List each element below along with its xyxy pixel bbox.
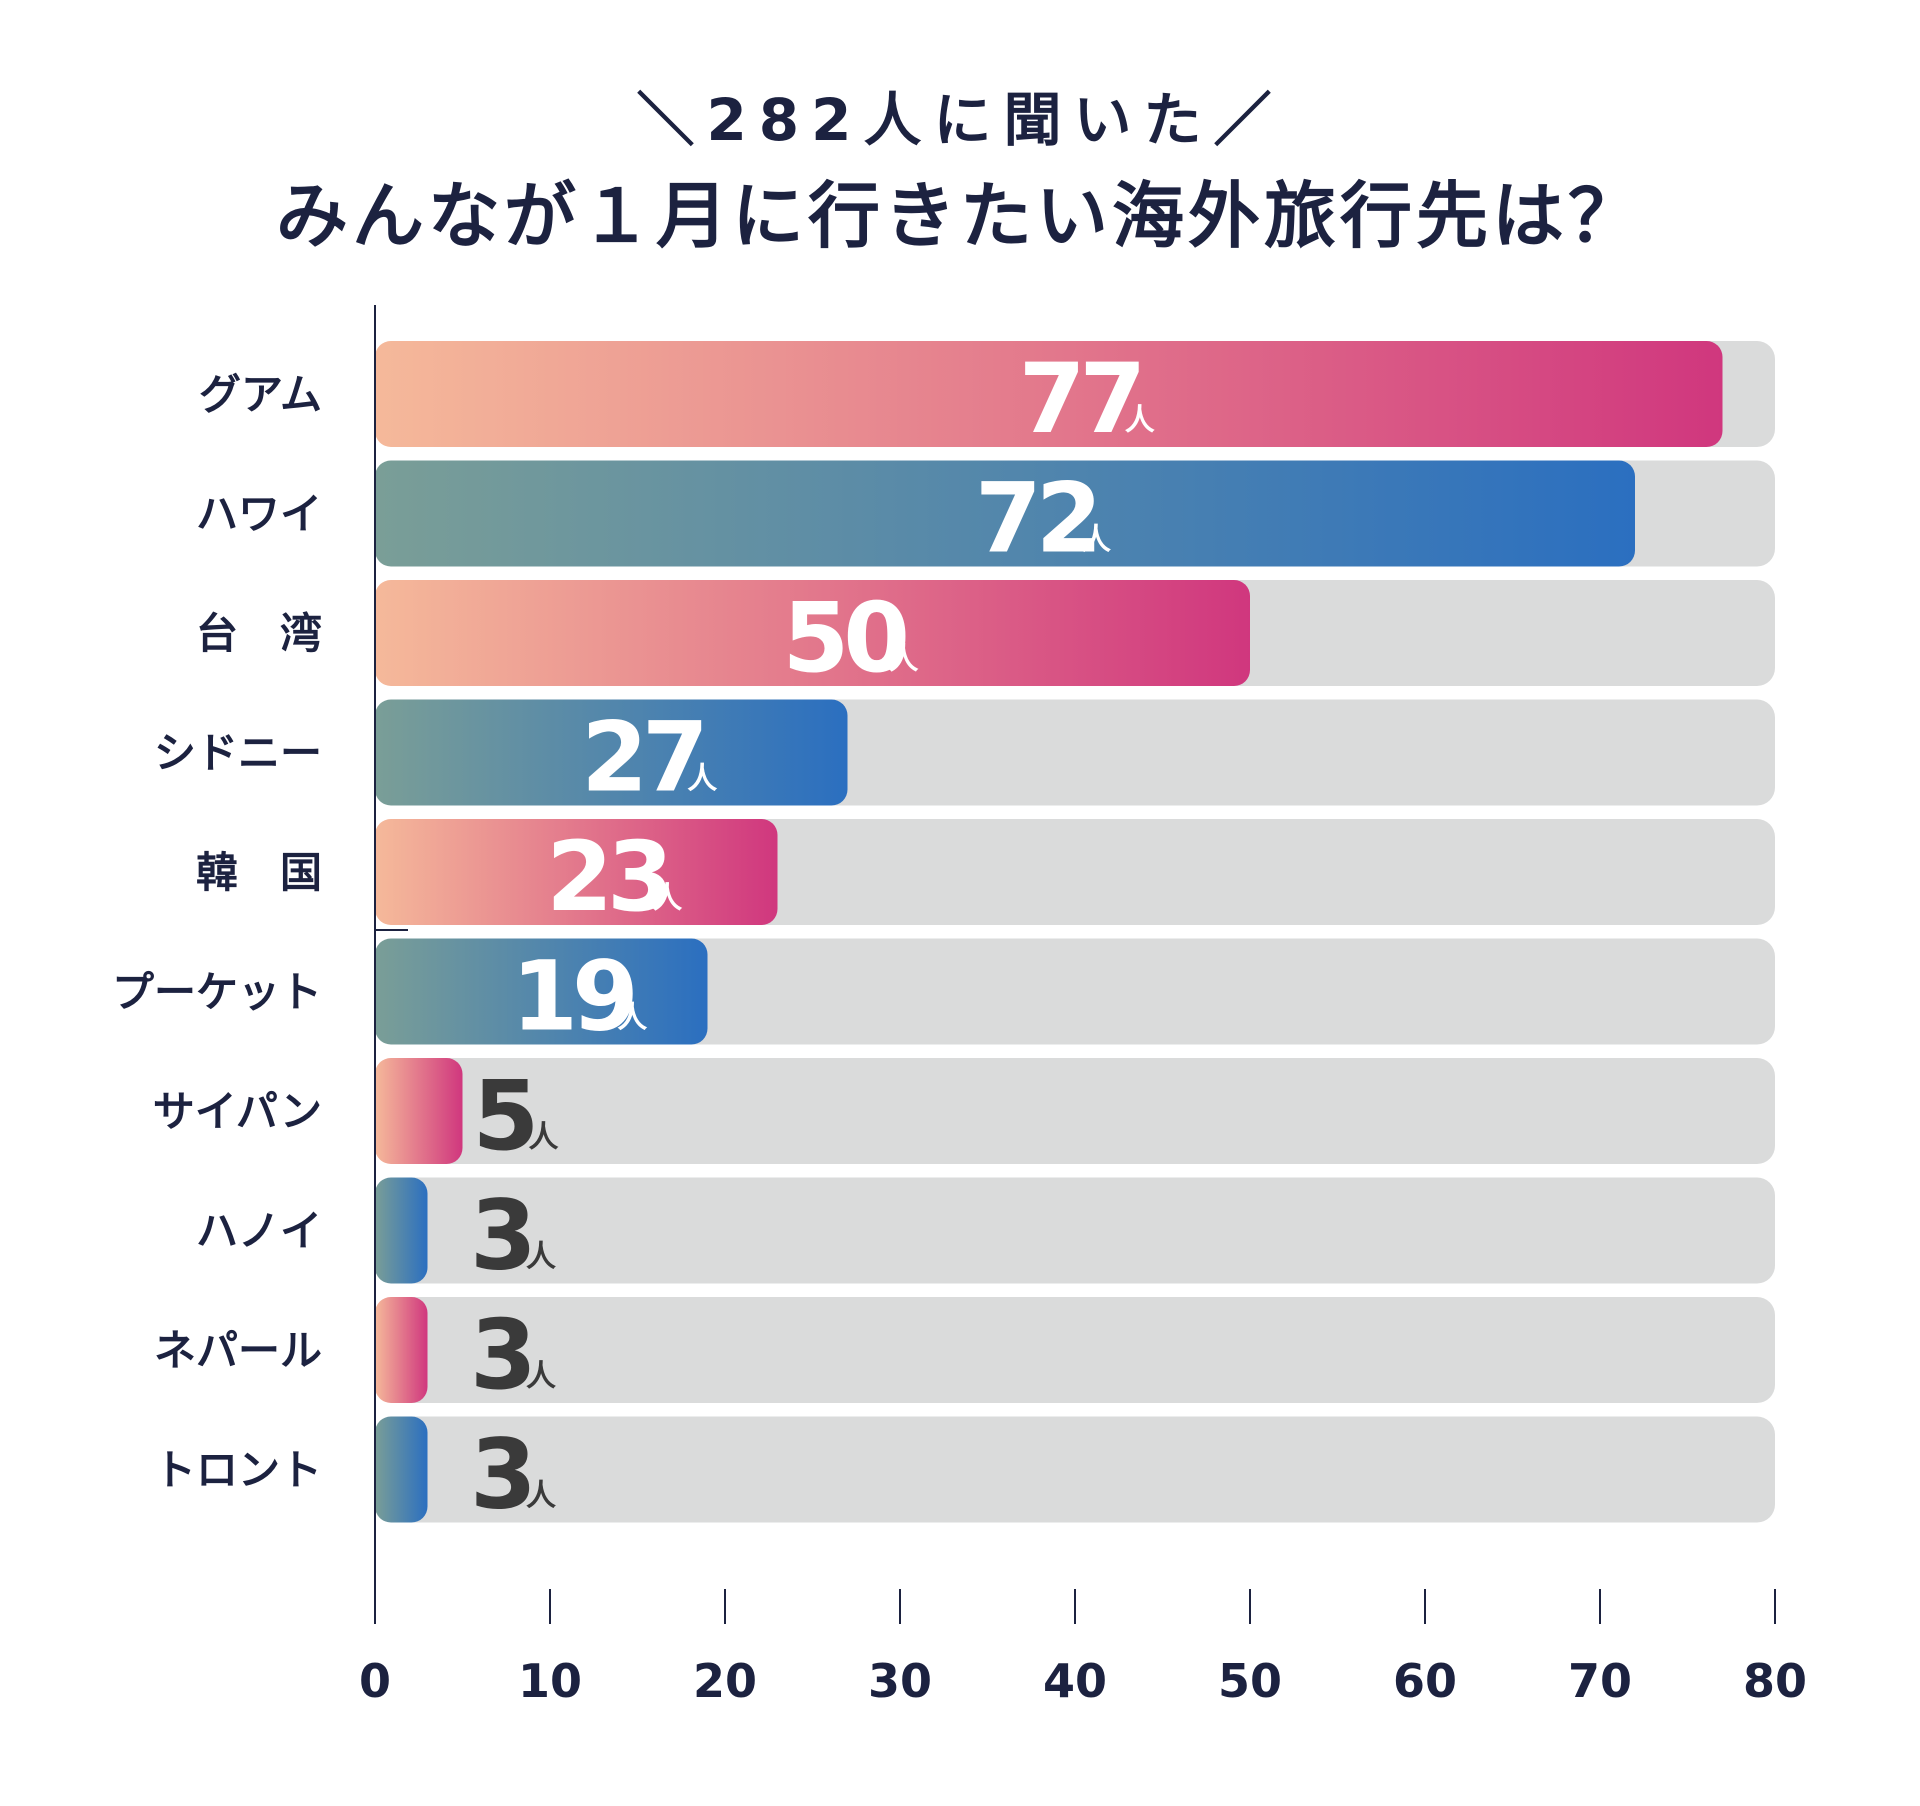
value-unit: 人 (687, 762, 717, 797)
value-label: 3 (470, 1299, 531, 1411)
chart-header: ＼282人に聞いた／ みんなが１月に行きたい海外旅行先は？ (0, 80, 1920, 266)
bars (375, 341, 1723, 1523)
value-label: 72 (975, 463, 1097, 575)
value-unit: 人 (526, 1359, 556, 1394)
category-label: プーケット (112, 968, 322, 1017)
x-tick-label: 50 (1218, 1654, 1282, 1708)
bar (375, 938, 708, 1045)
value-unit: 人 (889, 642, 919, 677)
value-label: 5 (473, 1060, 534, 1172)
bar-track (375, 1058, 1775, 1164)
bar (375, 580, 1250, 686)
value-label: 3 (470, 1180, 531, 1292)
x-tick-label: 0 (359, 1654, 391, 1708)
x-tick-label: 70 (1568, 1654, 1632, 1708)
x-axis-ticks: 0 10 20 30 40 50 60 70 80 (359, 1589, 1807, 1708)
value-label: 3 (470, 1419, 531, 1531)
bar-track (375, 1297, 1775, 1403)
category-label: ネパール (154, 1326, 322, 1375)
value-label: 19 (511, 941, 633, 1053)
value-unit: 人 (652, 881, 682, 916)
value-unit: 人 (617, 1001, 647, 1036)
category-label: ハワイ (196, 490, 322, 539)
bar-track (375, 938, 1775, 1045)
category-label: サイパン (153, 1087, 322, 1136)
bar (375, 1416, 428, 1523)
axes (374, 305, 408, 1624)
value-label: 23 (546, 821, 668, 933)
value-unit: 人 (526, 1240, 556, 1275)
bar (375, 699, 848, 806)
category-label: シドニー (154, 729, 322, 778)
value-unit: 人 (529, 1120, 559, 1155)
x-tick-label: 10 (518, 1654, 582, 1708)
bar (375, 1297, 428, 1403)
x-tick-label: 80 (1743, 1654, 1807, 1708)
category-label: グアム (199, 370, 322, 419)
value-label: 50 (783, 582, 907, 694)
bar (375, 1177, 428, 1284)
x-tick-label: 30 (868, 1654, 932, 1708)
bar-track (375, 1177, 1775, 1284)
x-tick-label: 40 (1043, 1654, 1107, 1708)
value-unit: 人 (1081, 523, 1111, 558)
x-tick-label: 20 (693, 1654, 757, 1708)
value-label: 77 (1019, 343, 1141, 455)
bar-track (375, 1416, 1775, 1523)
bar (375, 341, 1723, 447)
x-tick-label: 60 (1393, 1654, 1457, 1708)
category-label: 韓 国 (196, 848, 322, 897)
value-label: 27 (581, 702, 703, 814)
category-label: トロント (154, 1446, 322, 1495)
value-unit: 人 (526, 1479, 556, 1514)
value-unit: 人 (1125, 403, 1155, 438)
chart-subtitle: ＼282人に聞いた／ (636, 86, 1284, 154)
chart-title: みんなが１月に行きたい海外旅行先は？ (275, 174, 1644, 258)
bar (375, 819, 778, 925)
category-label: ハノイ (196, 1207, 322, 1256)
category-label: 台 湾 (196, 609, 322, 658)
bar (375, 1058, 463, 1164)
bar (375, 460, 1635, 567)
